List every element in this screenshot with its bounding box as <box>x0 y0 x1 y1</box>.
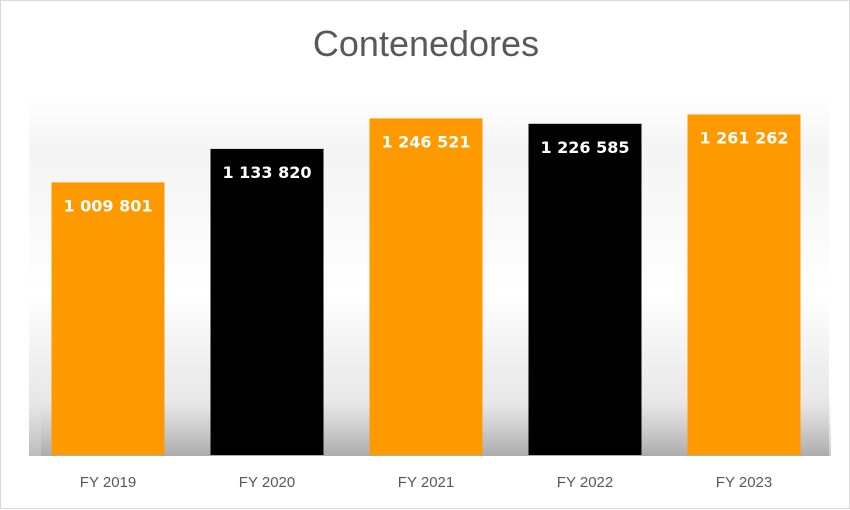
bar-fy-2020 <box>210 148 324 455</box>
bar-fy-2021 <box>369 118 483 456</box>
data-label: 1 261 262 <box>699 129 788 148</box>
x-tick-label: FY 2019 <box>80 474 136 491</box>
bars-layer <box>51 114 801 456</box>
bar-fy-2023 <box>687 114 801 455</box>
data-label: 1 133 820 <box>222 163 311 182</box>
data-label: 1 246 521 <box>381 132 470 151</box>
data-label: 1 226 585 <box>540 138 629 157</box>
bar-fy-2022 <box>528 123 642 456</box>
bar-fy-2019 <box>51 182 165 455</box>
x-tick-label: FY 2021 <box>398 474 454 491</box>
x-tick-label: FY 2022 <box>557 474 613 491</box>
x-tick-label: FY 2020 <box>239 474 295 491</box>
data-labels-layer: 1 009 801 1 133 820 1 246 521 1 226 585 1 26… <box>63 129 788 216</box>
chart-title: Contenedores <box>312 23 540 64</box>
x-tick-label: FY 2023 <box>716 474 772 491</box>
data-label: 1 009 801 <box>63 196 152 215</box>
x-axis-tick-labels: FY 2019 FY 2020 FY 2021 FY 2022 FY 2023 <box>80 474 772 491</box>
